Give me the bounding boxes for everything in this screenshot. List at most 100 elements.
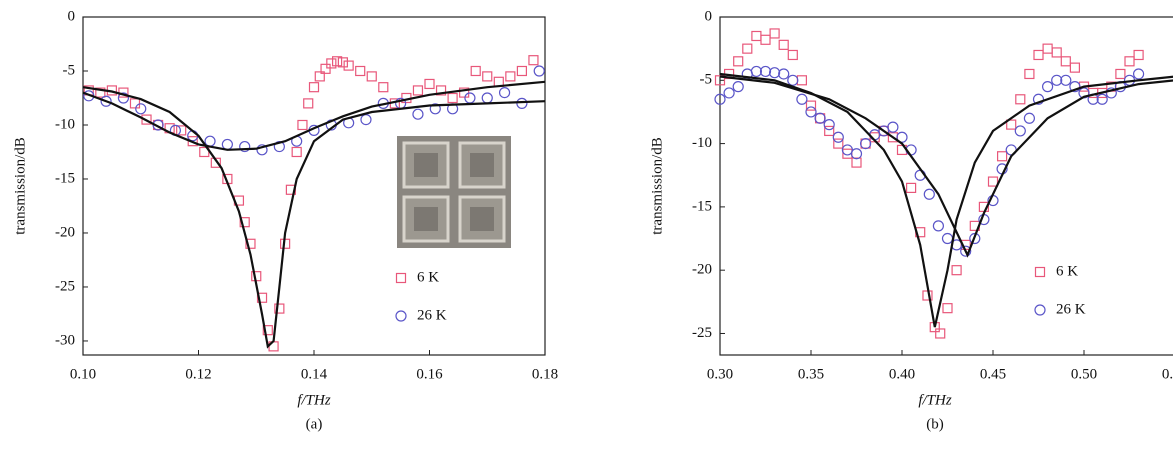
- data-point: [117, 92, 130, 104]
- data-point: [850, 148, 863, 160]
- data-point: [533, 65, 545, 77]
- data-point: [935, 328, 946, 339]
- data-point: [859, 137, 872, 150]
- data-point: [262, 325, 273, 336]
- data-point: [291, 146, 302, 158]
- data-point: [343, 60, 354, 71]
- data-point: [1023, 112, 1036, 124]
- data-point: [129, 98, 141, 109]
- data-point: [1115, 68, 1126, 80]
- data-point: [814, 112, 826, 124]
- x-tick-label: 0.50: [1071, 366, 1097, 382]
- data-point: [742, 43, 753, 54]
- data-point: [796, 93, 808, 105]
- data-point: [805, 100, 817, 111]
- y-axis-label: transmission/dB: [12, 137, 28, 235]
- data-point: [1060, 56, 1071, 67]
- fit-line: [719, 75, 1173, 258]
- data-point: [778, 39, 789, 50]
- data-point: [769, 28, 780, 39]
- x-tick-label: 0.45: [980, 366, 1006, 382]
- data-point: [516, 97, 528, 109]
- data-point: [528, 55, 539, 66]
- data-point: [412, 108, 424, 120]
- data-point: [239, 140, 251, 153]
- data-point: [942, 303, 953, 314]
- data-point: [1105, 87, 1117, 99]
- data-point: [429, 103, 441, 115]
- y-tick-label: -25: [55, 278, 75, 294]
- data-point: [1024, 68, 1035, 80]
- data-point: [378, 82, 389, 93]
- data-point: [481, 92, 493, 104]
- data-point: [314, 71, 325, 82]
- x-tick-label: 0.35: [798, 366, 824, 382]
- data-point: [274, 303, 285, 314]
- x-tick-label: 0.12: [185, 366, 211, 382]
- data-point: [100, 95, 112, 107]
- legend-symbol: [395, 310, 407, 322]
- y-tick-label: -20: [692, 262, 712, 278]
- data-point: [932, 220, 945, 232]
- data-point: [759, 65, 772, 78]
- data-point: [832, 131, 844, 143]
- data-point: [1124, 56, 1135, 67]
- data-point: [297, 119, 308, 131]
- data-point: [221, 138, 233, 151]
- fit-line: [719, 72, 1173, 328]
- data-point: [332, 56, 343, 67]
- data-point: [135, 103, 147, 115]
- caption: (b): [926, 416, 944, 432]
- data-point: [337, 57, 348, 68]
- data-point: [923, 188, 935, 200]
- data-point: [1096, 93, 1108, 105]
- y-tick-label: -30: [55, 332, 75, 348]
- data-point: [1032, 93, 1045, 105]
- y-tick-label: -15: [692, 198, 712, 214]
- data-point: [95, 87, 106, 98]
- data-point: [714, 75, 726, 86]
- data-point: [841, 144, 854, 156]
- x-tick-label: 0.16: [416, 366, 443, 382]
- legend-symbol: [1034, 304, 1046, 316]
- data-point: [245, 238, 256, 249]
- data-point: [905, 182, 917, 193]
- data-point: [360, 113, 372, 126]
- data-point: [805, 106, 817, 118]
- fit-line: [82, 80, 546, 151]
- inset-image: [397, 136, 511, 248]
- x-axis-label: f/THz: [918, 392, 952, 408]
- data-point: [824, 125, 835, 137]
- data-point: [1006, 119, 1017, 130]
- data-point: [303, 98, 314, 109]
- data-point: [1133, 49, 1144, 61]
- legend-symbol: [1034, 266, 1046, 278]
- data-point: [256, 144, 268, 156]
- y-tick-label: 0: [705, 8, 713, 24]
- x-tick-label: 0.14: [301, 366, 328, 382]
- data-point: [447, 92, 458, 104]
- data-point: [308, 82, 320, 93]
- data-point: [732, 81, 744, 93]
- y-tick-label: -5: [700, 72, 713, 88]
- y-tick-label: -5: [63, 62, 76, 78]
- data-point: [796, 75, 808, 86]
- data-point: [482, 71, 493, 82]
- data-point: [1042, 43, 1053, 54]
- legend-symbol: [395, 272, 407, 284]
- y-axis-label: transmission/dB: [649, 137, 665, 235]
- x-tick-label: 0.30: [707, 366, 733, 382]
- data-point: [851, 157, 862, 168]
- data-point: [1015, 94, 1026, 105]
- data-point: [996, 151, 1008, 162]
- data-point: [787, 74, 799, 86]
- data-point: [778, 68, 790, 80]
- data-point: [176, 125, 187, 136]
- data-point: [887, 121, 899, 133]
- data-point: [1014, 125, 1026, 137]
- data-point: [733, 56, 744, 67]
- data-point: [424, 78, 435, 90]
- data-point: [505, 71, 516, 82]
